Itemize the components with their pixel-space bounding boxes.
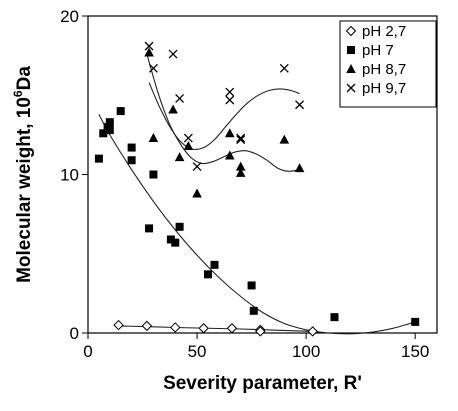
data-point [247, 281, 256, 290]
data-point [175, 93, 185, 103]
data-point [330, 313, 339, 322]
data-point [198, 323, 209, 334]
trend-line [98, 114, 416, 335]
data-point [116, 107, 125, 116]
data-point [141, 320, 153, 332]
data-point [105, 126, 114, 135]
points-layer [94, 41, 420, 337]
legend-label: pH 7 [362, 42, 394, 59]
data-point [99, 129, 108, 138]
x-tick-label: 0 [83, 342, 92, 361]
data-point [127, 156, 136, 165]
data-point [294, 163, 305, 173]
data-point [145, 224, 154, 233]
data-point [144, 41, 154, 51]
data-point [174, 152, 185, 162]
data-point [224, 128, 235, 138]
data-point [279, 63, 289, 73]
data-point [113, 319, 124, 331]
data-point [249, 306, 258, 315]
data-point [225, 87, 235, 97]
legend-label: pH 9,7 [362, 80, 406, 97]
x-axis-title: Severity parameter, R' [163, 373, 362, 394]
y-axis-title-prefix: Molecular weight, 10 [14, 97, 35, 283]
data-point [411, 317, 420, 326]
data-point [224, 150, 235, 160]
data-point [168, 49, 178, 59]
data-point [127, 143, 136, 152]
data-point [168, 104, 178, 114]
data-point [203, 270, 212, 279]
legend: pH 2,7 pH 7 pH 8,7 pH 9,7 [339, 20, 437, 108]
data-point [170, 322, 181, 333]
data-point [235, 167, 246, 177]
data-point [171, 238, 180, 247]
y-tick-label: 10 [60, 166, 79, 185]
data-point [148, 63, 158, 73]
data-point [210, 260, 219, 269]
data-point [235, 161, 246, 171]
data-point [295, 100, 305, 110]
legend-label: pH 8,7 [362, 61, 406, 78]
data-point [149, 170, 158, 179]
data-point [307, 326, 318, 337]
legend-marker [347, 46, 355, 54]
data-point [105, 118, 114, 127]
x-tick-label: 150 [401, 342, 429, 361]
data-point [94, 154, 103, 163]
legend-label: pH 2,7 [362, 23, 406, 40]
data-point [279, 134, 290, 144]
legend-marker [346, 64, 356, 73]
y-tick-label: 0 [70, 324, 79, 343]
data-point [183, 140, 194, 150]
legend-marker [345, 25, 357, 37]
data-point [236, 135, 246, 145]
y-axis-title-superscript: 6 [11, 90, 25, 97]
data-point [175, 222, 184, 231]
data-point [166, 235, 175, 244]
y-tick-label: 20 [60, 7, 79, 26]
x-tick-label: 100 [292, 342, 320, 361]
trend-line [148, 82, 300, 150]
data-point [192, 188, 202, 198]
data-point [183, 133, 193, 143]
data-point [255, 326, 266, 337]
legend-box [339, 20, 437, 108]
legend-marker [346, 83, 356, 93]
data-point [192, 162, 202, 172]
y-axis-title-suffix: Da [14, 66, 35, 91]
data-point [226, 323, 238, 334]
data-point [225, 95, 235, 105]
data-point [148, 133, 159, 143]
x-tick-label: 50 [188, 342, 207, 361]
data-point [236, 133, 246, 143]
data-point [144, 47, 154, 57]
y-axis-title: Molecular weight, 106Da [11, 66, 35, 283]
